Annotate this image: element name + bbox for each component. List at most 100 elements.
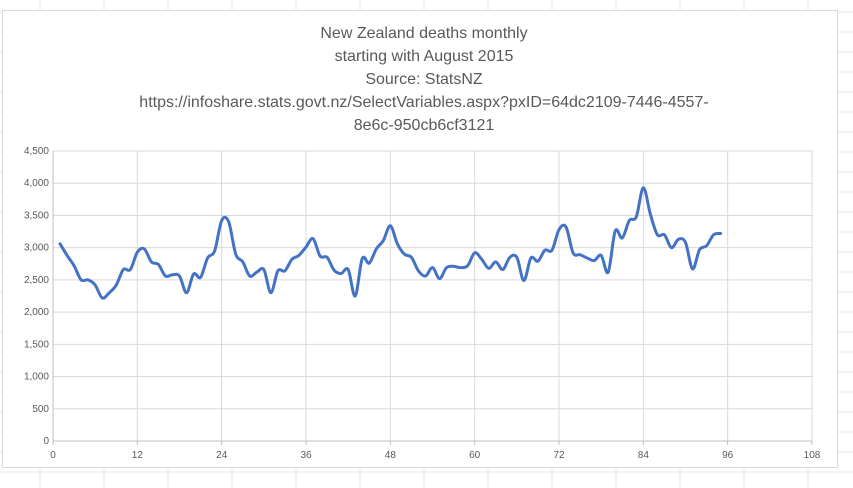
data-point [128, 268, 132, 272]
y-axis-tick-labels: 0 500 1,000 1,500 2,000 2,500 3,000 3,500 4,000 4… [24, 146, 49, 447]
data-point [445, 266, 449, 270]
x-tick-label: 48 [385, 450, 397, 461]
data-point [227, 220, 231, 224]
y-tick-label: 0 [43, 436, 49, 447]
data-point [199, 275, 203, 279]
data-point [360, 257, 364, 261]
data-point [65, 253, 69, 257]
data-point [669, 246, 673, 250]
data-point [79, 278, 83, 282]
data-point [381, 239, 385, 243]
title-line: starting with August 2015 [335, 48, 514, 65]
series-group [58, 186, 723, 300]
data-point [641, 186, 645, 190]
data-point [627, 219, 631, 223]
data-point [705, 244, 709, 248]
y-tick-label: 4,000 [24, 178, 49, 189]
data-point [543, 248, 547, 252]
data-point [719, 231, 723, 235]
data-point [634, 215, 638, 219]
data-point [283, 269, 287, 273]
y-tick-label: 3,000 [24, 243, 49, 254]
data-point [684, 241, 688, 245]
chart-area[interactable] [2, 10, 838, 468]
data-point [156, 262, 160, 266]
data-point [508, 255, 512, 259]
data-point [599, 253, 603, 257]
data-point [290, 257, 294, 261]
data-point [438, 277, 442, 281]
data-point [206, 256, 210, 260]
data-point [487, 266, 491, 270]
data-point [234, 252, 238, 256]
data-point [353, 294, 357, 298]
data-point [163, 274, 167, 278]
x-tick-label: 72 [553, 450, 565, 461]
data-point [452, 264, 456, 268]
data-point [346, 268, 350, 272]
data-point [269, 291, 273, 295]
y-tick-label: 2,500 [24, 275, 49, 286]
data-point [325, 255, 329, 259]
data-point [473, 251, 477, 255]
title-line: https://infoshare.stats.govt.nz/SelectVa… [139, 94, 708, 111]
data-point [585, 256, 589, 260]
data-point [494, 260, 498, 264]
data-point [255, 270, 259, 274]
data-point [93, 283, 97, 287]
data-point [501, 268, 505, 272]
data-point [564, 225, 568, 229]
title-line: Source: StatsNZ [365, 71, 483, 88]
x-tick-label: 36 [300, 450, 312, 461]
data-point [332, 268, 336, 272]
data-point [613, 229, 617, 233]
data-point [241, 260, 245, 264]
data-point [459, 266, 463, 270]
data-point [529, 256, 533, 260]
title-line: New Zealand deaths monthly [320, 25, 527, 42]
data-point [149, 260, 153, 264]
data-point [536, 259, 540, 263]
data-point [185, 291, 189, 295]
x-tick-label: 60 [469, 450, 481, 461]
x-tick-label: 84 [638, 450, 650, 461]
data-point [262, 268, 266, 272]
data-point [691, 267, 695, 271]
data-point [192, 272, 196, 276]
data-point [409, 255, 413, 259]
data-point [515, 255, 519, 259]
x-tick-label: 0 [50, 450, 56, 461]
data-point [58, 242, 62, 246]
x-tick-label: 96 [722, 450, 734, 461]
series-line[interactable] [58, 186, 723, 300]
data-point [423, 274, 427, 278]
data-point [431, 266, 435, 270]
y-tick-label: 4,500 [24, 146, 49, 157]
axes [52, 151, 813, 445]
data-point [311, 237, 315, 241]
data-point [676, 237, 680, 241]
x-tick-label: 108 [804, 450, 821, 461]
data-point [178, 274, 182, 278]
data-point [248, 274, 252, 278]
y-tick-label: 500 [32, 404, 49, 415]
data-point [367, 261, 371, 265]
data-point [170, 273, 174, 277]
data-point [592, 259, 596, 263]
data-point [304, 245, 308, 249]
data-point [557, 228, 561, 232]
y-tick-label: 3,500 [24, 210, 49, 221]
data-point [220, 219, 224, 223]
data-point [100, 296, 104, 300]
data-point [318, 254, 322, 258]
data-point [388, 224, 392, 228]
data-point [578, 253, 582, 257]
y-tick-label: 1,500 [24, 339, 49, 350]
chart-title: New Zealand deaths monthly starting with… [139, 25, 708, 134]
gridlines [53, 150, 813, 441]
data-point [297, 253, 301, 257]
x-axis-tick-labels: 0 12 24 36 48 60 72 84 96 108 [50, 450, 821, 461]
data-point [522, 279, 526, 283]
data-point [72, 264, 76, 268]
